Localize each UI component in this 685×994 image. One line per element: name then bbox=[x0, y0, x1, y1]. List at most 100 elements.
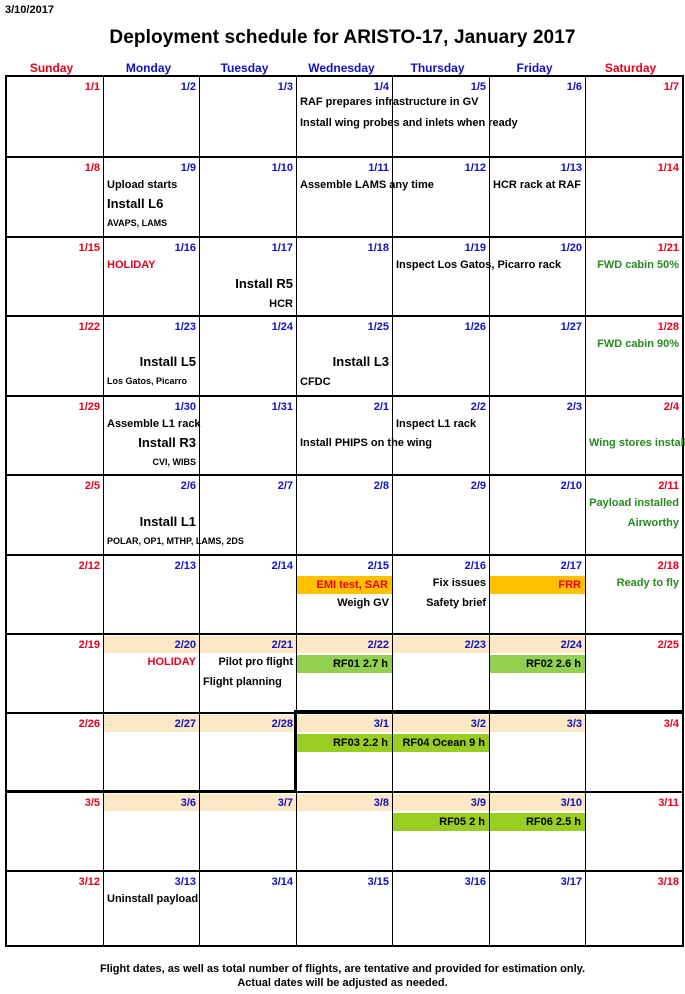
day-cell-friday[interactable]: 3/17 bbox=[489, 872, 585, 947]
day-cell-wednesday[interactable]: 2/15 Weigh GV EMI test, SAR bbox=[296, 556, 392, 633]
day-cell-saturday[interactable]: 2/18 Ready to fly bbox=[585, 556, 682, 633]
day-cell-thursday[interactable]: 2/9 bbox=[392, 476, 489, 554]
day-cell-monday[interactable]: 2/27 bbox=[103, 714, 199, 791]
day-cell-monday[interactable]: 1/2 bbox=[103, 77, 199, 156]
day-cell-thursday[interactable]: 2/2 Inspect L1 rack bbox=[392, 397, 489, 474]
day-cell-tuesday[interactable]: 1/10 bbox=[199, 158, 296, 236]
day-cell-wednesday[interactable]: 3/8 bbox=[296, 793, 392, 870]
day-cell-wednesday[interactable]: 2/8 bbox=[296, 476, 392, 554]
event-install-l3: Install L3 bbox=[332, 354, 389, 369]
date-number: 3/11 bbox=[658, 797, 679, 809]
day-header-tuesday: Tuesday bbox=[220, 61, 269, 75]
day-cell-wednesday[interactable]: 2/1 Install PHIPS on the wing bbox=[296, 397, 432, 474]
event-assemble-lams: Assemble LAMS any time bbox=[300, 179, 434, 191]
day-cell-friday[interactable]: 2/10 bbox=[489, 476, 585, 554]
day-cell-monday[interactable]: 1/9 Upload starts Install L6 AVAPS, LAMS bbox=[103, 158, 199, 236]
day-cell-wednesday[interactable]: 3/15 bbox=[296, 872, 392, 947]
event-inspect-l1-rack: Inspect L1 rack bbox=[396, 418, 477, 430]
day-cell-saturday[interactable]: 3/11 bbox=[585, 793, 682, 870]
day-cell-monday[interactable]: 2/6 Install L1 POLAR, OP1, MTHP, LAMS, 2DS bbox=[103, 476, 244, 554]
day-cell-friday[interactable]: 1/13 HCR rack at RAF bbox=[489, 158, 585, 236]
date-number: 1/16 bbox=[174, 242, 196, 254]
date-number: 3/2 bbox=[470, 718, 486, 730]
day-cell-saturday[interactable]: 1/28 FWD cabin 90% bbox=[585, 317, 682, 395]
event-install-l1: Install L1 bbox=[139, 514, 196, 529]
day-cell-tuesday[interactable]: 1/24 bbox=[199, 317, 296, 395]
date-number: 3/14 bbox=[271, 876, 293, 888]
event-install-l6: Install L6 bbox=[107, 196, 164, 211]
day-cell-thursday[interactable]: 1/26 bbox=[392, 317, 489, 395]
deployment-day-shade bbox=[490, 794, 585, 811]
day-cell-sunday[interactable]: 3/12 bbox=[7, 872, 103, 947]
day-cell-friday[interactable]: 1/20 bbox=[489, 238, 585, 315]
day-cell-monday[interactable]: 1/30 Assemble L1 rack Install R3 CVI, WIBS bbox=[103, 397, 201, 474]
day-cell-saturday[interactable]: 1/14 bbox=[585, 158, 682, 236]
day-cell-saturday[interactable]: 1/7 bbox=[585, 77, 682, 156]
date-number: 1/14 bbox=[657, 162, 679, 174]
day-cell-saturday[interactable]: 2/11 Payload installed Airworthy bbox=[585, 476, 682, 554]
day-cell-tuesday[interactable]: 1/17 Install R5 HCR bbox=[199, 238, 296, 315]
date-number: 1/24 bbox=[271, 321, 293, 333]
day-cell-thursday[interactable]: 3/2 RF04 Ocean 9 h bbox=[392, 714, 489, 791]
footer-note: Flight dates, as well as total number of… bbox=[0, 962, 685, 990]
day-cell-friday[interactable]: 1/27 bbox=[489, 317, 585, 395]
day-cell-monday[interactable]: 1/16 HOLIDAY bbox=[103, 238, 199, 315]
day-cell-sunday[interactable]: 2/19 bbox=[7, 635, 103, 712]
day-cell-thursday[interactable]: 1/19 Inspect Los Gatos, Picarro rack bbox=[392, 238, 561, 315]
page-title: Deployment schedule for ARISTO-17, Janua… bbox=[109, 27, 576, 48]
day-cell-thursday[interactable]: 1/5 bbox=[392, 77, 489, 156]
day-cell-sunday[interactable]: 1/22 bbox=[7, 317, 103, 395]
date-number: 1/17 bbox=[271, 242, 293, 254]
day-cell-saturday[interactable]: 2/4 Wing stores installed bbox=[585, 397, 685, 474]
day-cell-friday[interactable]: 3/10 RF06 2.5 h bbox=[489, 793, 585, 870]
day-cell-sunday[interactable]: 1/8 bbox=[7, 158, 103, 236]
day-cell-friday[interactable]: 2/24 RF02 2.6 h bbox=[489, 635, 585, 712]
date-number: 2/21 bbox=[271, 639, 293, 651]
day-cell-tuesday[interactable]: 1/31 bbox=[199, 397, 296, 474]
day-cell-sunday[interactable]: 2/12 bbox=[7, 556, 103, 633]
day-cell-sunday[interactable]: 1/1 bbox=[7, 77, 103, 156]
day-cell-wednesday[interactable]: 1/4 RAF prepares infrastructure in GV Inst… bbox=[296, 77, 518, 156]
event-install-l1-items: POLAR, OP1, MTHP, LAMS, 2DS bbox=[107, 536, 244, 546]
date-number: 2/7 bbox=[277, 480, 293, 492]
day-cell-saturday[interactable]: 3/18 bbox=[585, 872, 682, 947]
day-cell-monday[interactable]: 2/20 HOLIDAY bbox=[103, 635, 199, 712]
day-cell-wednesday[interactable]: 2/22 RF01 2.7 h bbox=[296, 635, 392, 712]
day-cell-sunday[interactable]: 3/5 bbox=[7, 793, 103, 870]
day-cell-sunday[interactable]: 1/15 bbox=[7, 238, 103, 315]
day-cell-thursday[interactable]: 3/9 RF05 2 h bbox=[392, 793, 489, 870]
day-cell-monday[interactable]: 1/23 Install L5 Los Gatos, Picarro bbox=[103, 317, 199, 395]
day-cell-friday[interactable]: 1/6 bbox=[489, 77, 585, 156]
day-header-friday: Friday bbox=[516, 61, 553, 75]
day-cell-wednesday[interactable]: 1/18 bbox=[296, 238, 392, 315]
day-cell-saturday[interactable]: 3/4 bbox=[585, 714, 682, 791]
day-cell-saturday[interactable]: 2/25 bbox=[585, 635, 682, 712]
day-cell-friday[interactable]: 2/17 FRR bbox=[489, 556, 585, 633]
day-cell-tuesday[interactable]: 2/21 Pilot pro flight Flight planning bbox=[199, 635, 296, 712]
day-cell-tuesday[interactable]: 2/14 bbox=[199, 556, 296, 633]
day-cell-sunday[interactable]: 2/26 bbox=[7, 714, 103, 791]
day-cell-sunday[interactable]: 1/29 bbox=[7, 397, 103, 474]
day-cell-thursday[interactable]: 2/16 Fix issues Safety brief bbox=[392, 556, 489, 633]
day-cell-wednesday[interactable]: 3/1 RF03 2.2 h bbox=[296, 714, 392, 791]
day-cell-saturday[interactable]: 1/21 FWD cabin 50% bbox=[585, 238, 682, 315]
day-cell-tuesday[interactable]: 2/7 bbox=[199, 476, 296, 554]
day-cell-thursday[interactable]: 3/16 bbox=[392, 872, 489, 947]
day-cell-tuesday[interactable]: 2/28 bbox=[199, 714, 296, 791]
day-cell-tuesday[interactable]: 1/3 bbox=[199, 77, 296, 156]
day-cell-friday[interactable]: 3/3 bbox=[489, 714, 585, 791]
day-cell-thursday[interactable]: 2/23 bbox=[392, 635, 489, 712]
day-cell-wednesday[interactable]: 1/25 Install L3 CFDC bbox=[296, 317, 392, 395]
day-cell-wednesday[interactable]: 1/11 Assemble LAMS any time bbox=[296, 158, 434, 236]
day-cell-friday[interactable]: 2/3 bbox=[489, 397, 585, 474]
week-row: 1/15 1/16 HOLIDAY 1/17 Install R5 HCR 1/18 1/19… bbox=[7, 236, 682, 315]
day-cell-tuesday[interactable]: 3/7 bbox=[199, 793, 296, 870]
day-cell-monday[interactable]: 3/6 bbox=[103, 793, 199, 870]
day-cell-monday[interactable]: 3/13 Uninstall payload bbox=[103, 872, 199, 947]
day-cell-monday[interactable]: 2/13 bbox=[103, 556, 199, 633]
day-cell-thursday[interactable]: 1/12 bbox=[392, 158, 489, 236]
event-install-l6-items: AVAPS, LAMS bbox=[107, 218, 168, 228]
day-cell-tuesday[interactable]: 3/14 bbox=[199, 872, 296, 947]
date-number: 2/17 bbox=[560, 560, 582, 572]
day-cell-sunday[interactable]: 2/5 bbox=[7, 476, 103, 554]
